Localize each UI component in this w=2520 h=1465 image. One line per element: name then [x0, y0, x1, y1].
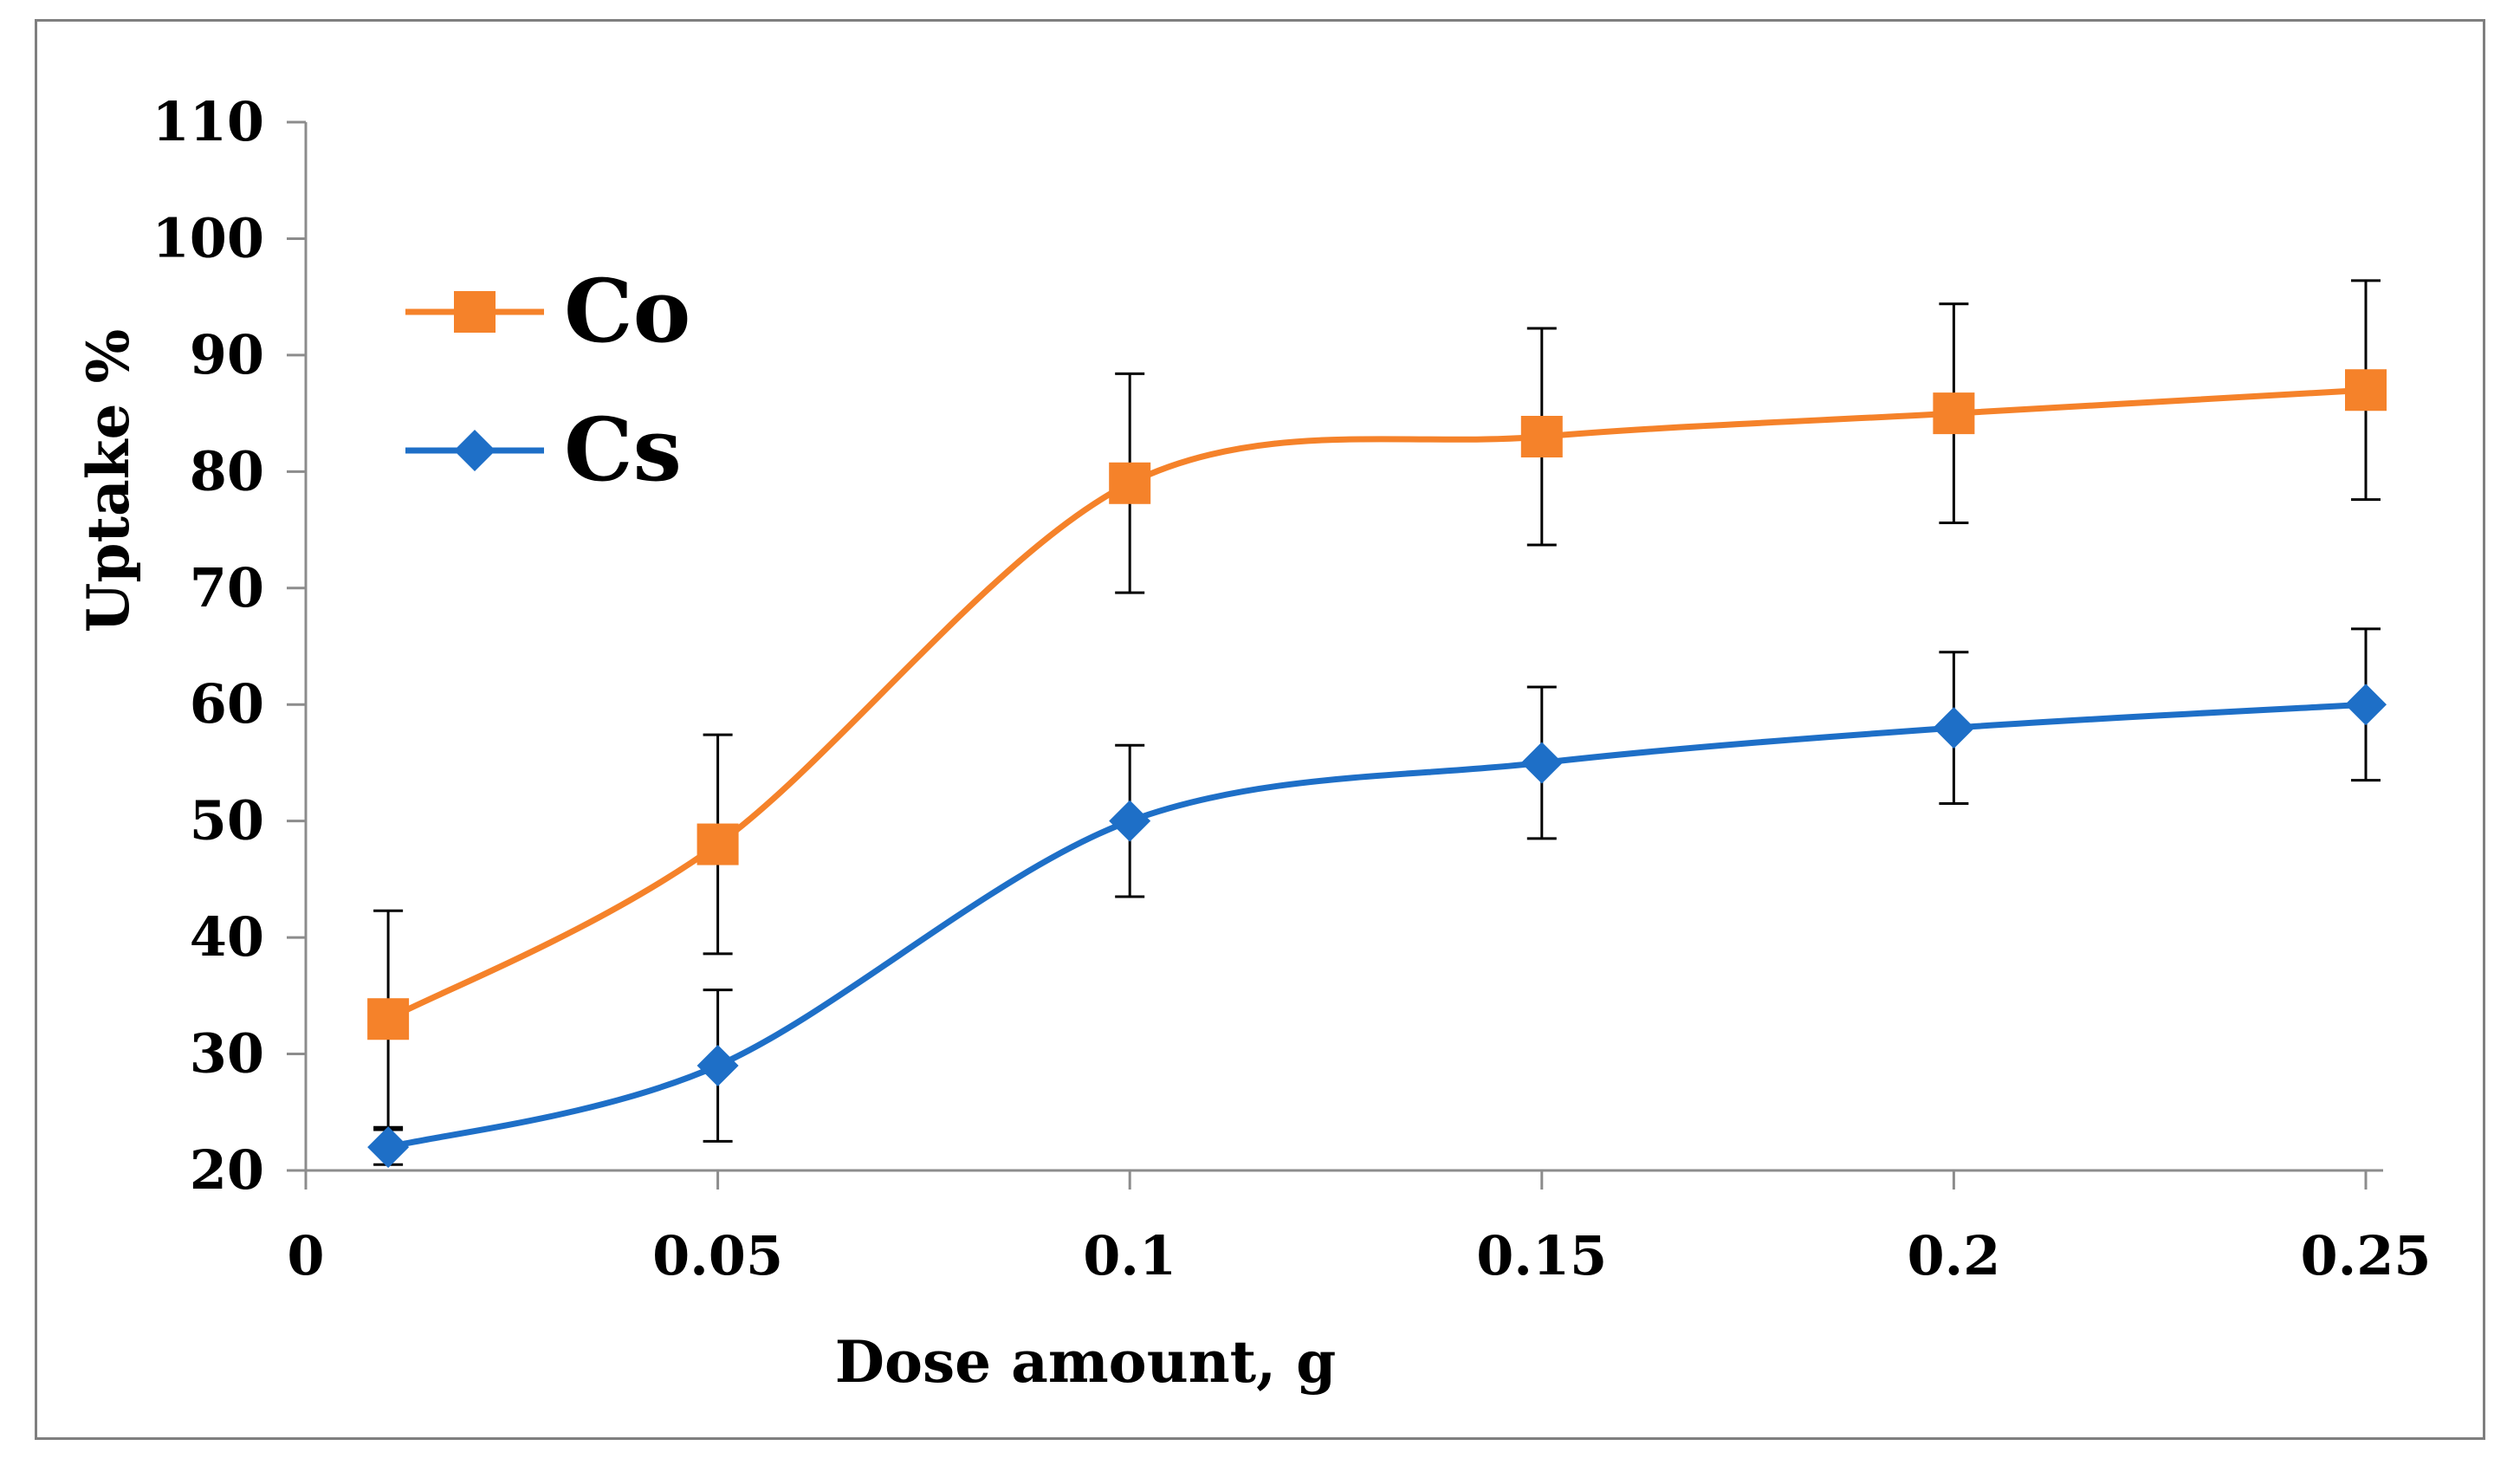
legend-swatch-marker	[454, 430, 496, 471]
y-tick-label: 100	[152, 206, 264, 269]
legend-label: Cs	[564, 399, 682, 501]
y-tick-label: 110	[152, 90, 264, 153]
legend-label: Co	[564, 260, 690, 362]
x-axis-title: Dose amount, g	[835, 1328, 1337, 1396]
axes-layer	[287, 120, 2383, 1190]
data-point-cs	[2345, 684, 2387, 726]
x-tick-label: 0.05	[652, 1224, 783, 1287]
x-tick-label: 0.25	[2300, 1224, 2431, 1287]
data-point-co	[1520, 416, 1563, 457]
x-tick-label: 0.1	[1083, 1224, 1176, 1287]
legend-item-cs: Cs	[405, 399, 682, 501]
x-tick-label: 0.15	[1476, 1224, 1607, 1287]
data-point-cs	[696, 1045, 739, 1086]
data-point-co	[367, 998, 410, 1040]
data-point-co	[1109, 462, 1151, 504]
series-layer	[367, 279, 2387, 1169]
legend-item-co: Co	[405, 260, 690, 362]
legend-swatch-marker	[454, 291, 496, 333]
y-tick-label: 60	[190, 672, 264, 736]
y-axis-title: Uptake %	[74, 329, 142, 632]
tick-labels: 20 30 40 50 60 70 80 90 100 110 0 0.05 0.1 0.15 0.2 0.2…	[152, 90, 2432, 1287]
y-tick-label: 30	[190, 1022, 264, 1086]
x-tick-label: 0.2	[1907, 1224, 2000, 1287]
data-point-co	[2345, 369, 2387, 412]
series-line-co	[386, 386, 2367, 1022]
legend: Co Cs	[405, 260, 690, 501]
series-cs	[367, 627, 2387, 1169]
data-point-cs	[367, 1126, 410, 1169]
data-point-cs	[1109, 800, 1151, 842]
data-point-co	[696, 823, 739, 865]
chart-frame: 20 30 40 50 60 70 80 90 100 110 0 0.05 0.1 0.15 0.2 0.2…	[35, 19, 2485, 1440]
y-tick-label: 40	[190, 905, 264, 969]
data-point-cs	[1520, 742, 1563, 784]
series-line-cs	[387, 701, 2367, 1151]
data-point-cs	[1933, 707, 1975, 749]
y-tick-label: 50	[190, 789, 264, 852]
chart-svg: 20 30 40 50 60 70 80 90 100 110 0 0.05 0.1 0.15 0.2 0.2…	[74, 90, 2432, 1396]
data-point-co	[1933, 392, 1975, 435]
y-tick-label: 20	[190, 1138, 264, 1202]
y-tick-label: 80	[190, 439, 264, 502]
y-tick-label: 90	[190, 323, 264, 386]
y-tick-label: 70	[190, 556, 264, 619]
series-co	[367, 279, 2387, 1129]
x-tick-label: 0	[287, 1224, 324, 1287]
